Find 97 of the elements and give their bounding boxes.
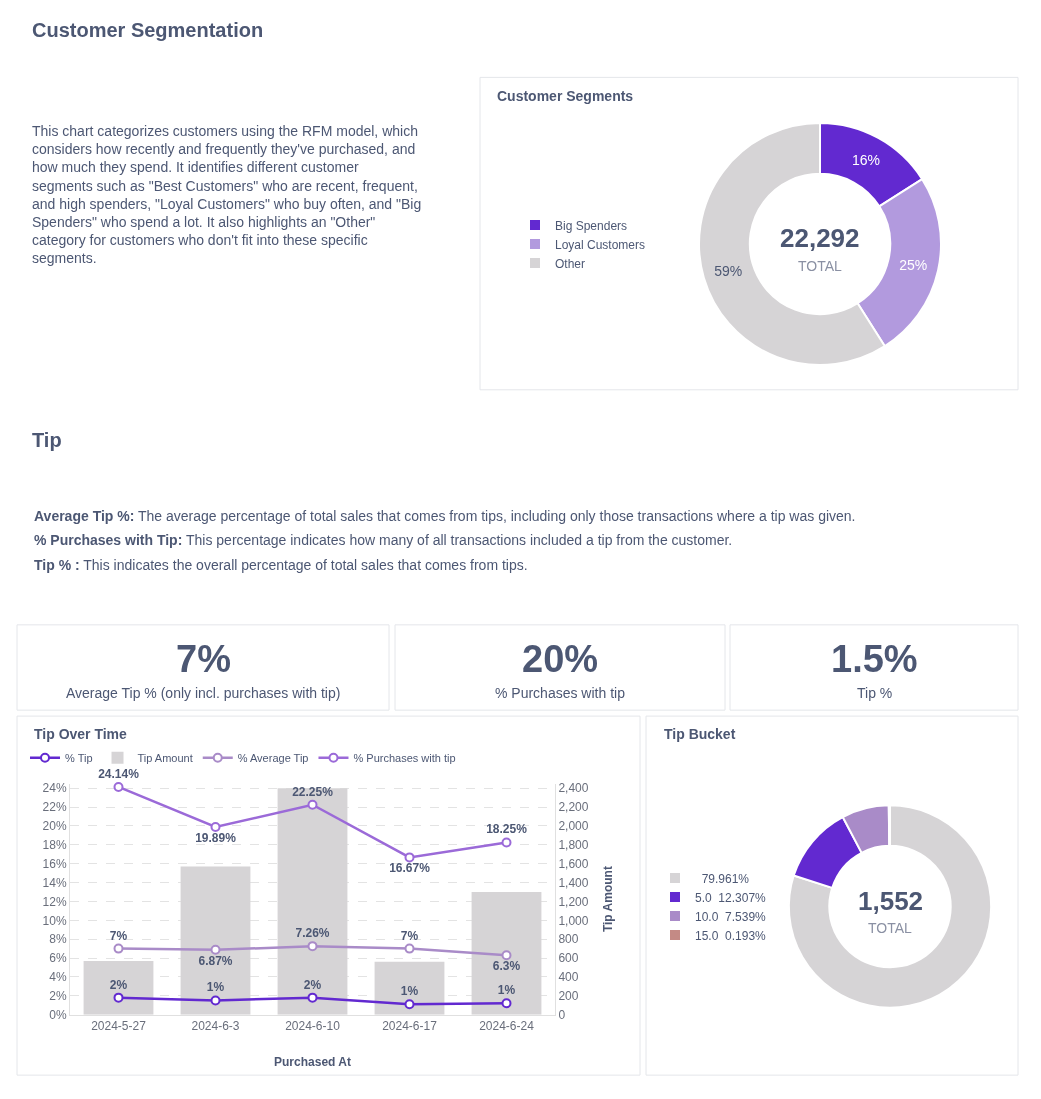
data-label: 25%: [899, 256, 928, 273]
text: Tip % : This indicates the overall percentage of total sales that comes from tips.: [34, 557, 528, 573]
y-tick-label: 16%: [42, 856, 67, 871]
data-label: 6.87%: [198, 953, 233, 968]
data-label: 22.25%: [292, 784, 334, 799]
point: [113, 781, 124, 792]
y2-tick-label: 1,600: [558, 856, 589, 871]
point: [501, 837, 512, 848]
point: [210, 822, 221, 833]
y-tick-label: 10%: [42, 913, 67, 928]
text: Tip: [32, 429, 62, 451]
y-tick-label: 18%: [42, 838, 67, 853]
data-label: 7%: [400, 928, 419, 943]
data-label: 18.25%: [486, 822, 528, 837]
y-tick-label: 14%: [42, 875, 67, 890]
y2-tick-label: 1,000: [558, 913, 589, 928]
point: [404, 943, 415, 954]
data-label: 6.3%: [492, 959, 521, 974]
point: [210, 944, 221, 955]
legend-label: Big Spenders: [555, 218, 628, 233]
point: [113, 943, 124, 954]
y2-tick-label: 600: [558, 951, 579, 966]
y2-tick-label: 400: [558, 970, 579, 985]
text: TOTAL: [868, 920, 913, 936]
y2-tick-label: 1,200: [558, 894, 589, 909]
point: [210, 995, 221, 1006]
data-label: 79.961%: [695, 871, 750, 886]
text: Average Tip % (only incl. purchases with tip): [66, 685, 341, 701]
point: [307, 799, 318, 810]
y2-tick-label: 1,400: [558, 875, 589, 890]
data-label: 7%: [109, 928, 128, 943]
x-tick-label: 2024-6-3: [191, 1019, 240, 1034]
y-tick-label: 20%: [42, 819, 67, 834]
data-label: 24.14%: [98, 766, 140, 781]
x-tick-label: 2024-5-27: [91, 1019, 147, 1034]
text: 1,552: [858, 886, 924, 916]
chart-title: Tip Over Time: [34, 726, 128, 742]
data-label: 7.26%: [295, 926, 330, 941]
text: % Purchases with tip: [495, 685, 626, 701]
y2-tick-label: 2,000: [558, 819, 589, 834]
data-label: 19.89%: [195, 831, 237, 846]
y2-tick-label: 0: [558, 1007, 566, 1022]
legend-label: % Tip: [65, 752, 93, 765]
legend-label: Other: [555, 256, 586, 271]
point: [501, 998, 512, 1009]
point: [307, 941, 318, 952]
y2-tick-label: 800: [558, 932, 579, 947]
y-tick-label: 2%: [49, 988, 67, 1003]
text: TOTAL: [798, 258, 843, 274]
point: [307, 992, 318, 1003]
chart-title: Customer Segments: [497, 88, 634, 104]
text: This chart categorizes customers using the RFM model, which considers how recently and frequently they've purchased, and how much they spend. It identifies different customer segments such as "Best Customers" who are recent, frequent, and high spenders, "Loyal Customers" who buy often, and "Big Spenders" who spend a lot. It also highlights an "Other" category for customers who don't fit into these specific segments.: [32, 123, 422, 267]
legend-label: % Purchases with tip: [353, 752, 456, 765]
point: [113, 992, 124, 1003]
data-label: 2%: [303, 977, 322, 992]
y2-axis-title: Tip Amount: [600, 866, 615, 933]
y-tick-label: 6%: [49, 951, 67, 966]
y-tick-label: 12%: [42, 894, 67, 909]
chart-title: Tip Bucket: [664, 726, 736, 742]
data-label: 1%: [206, 980, 225, 995]
legend-label: Tip Amount: [137, 752, 193, 765]
text: 20%: [522, 638, 599, 680]
y-tick-label: 8%: [49, 932, 67, 947]
legend-label: Loyal Customers: [555, 237, 646, 252]
x-tick-label: 2024-6-17: [382, 1019, 438, 1034]
y-tick-label: 22%: [42, 800, 67, 815]
text: % Purchases with Tip: This percentage indicates how many of all transactions included a tip from the customer.: [34, 532, 733, 548]
data-label: 16.67%: [389, 861, 431, 876]
text: Customer Segmentation: [32, 19, 264, 41]
y2-tick-label: 1,800: [558, 838, 589, 853]
text: 1.5%: [831, 638, 918, 680]
y-tick-label: 0%: [49, 1007, 67, 1022]
donut-slice: [787, 804, 993, 1009]
y2-tick-label: 200: [558, 988, 579, 1003]
data-label: 1%: [497, 983, 516, 998]
data-label: 59%: [714, 262, 743, 279]
text: 22,292: [780, 223, 860, 253]
y2-tick-label: 2,200: [558, 800, 589, 815]
data-label: 16%: [852, 152, 881, 169]
legend-label: 10.0 7.539%: [695, 909, 767, 924]
text: Tip %: [857, 685, 893, 701]
x-tick-label: 2024-6-24: [479, 1019, 535, 1034]
point: [404, 999, 415, 1010]
legend-label: % Average Tip: [237, 752, 309, 765]
y2-tick-label: 2,400: [558, 781, 589, 796]
x-axis-title: Purchased At: [274, 1054, 351, 1069]
y-tick-label: 24%: [42, 781, 67, 796]
text: 7%: [176, 638, 231, 680]
legend-label: 15.0 0.193%: [695, 928, 767, 943]
point: [404, 852, 415, 863]
x-tick-label: 2024-6-10: [285, 1019, 341, 1034]
point: [501, 950, 512, 961]
y-tick-label: 4%: [49, 970, 67, 985]
data-label: 1%: [400, 984, 419, 999]
legend-label: 5.0 12.307%: [695, 890, 767, 905]
text: Average Tip %: The average percentage of total sales that comes from tips, including only those transactions where a tip was given.: [34, 508, 856, 524]
data-label: 2%: [109, 977, 128, 992]
